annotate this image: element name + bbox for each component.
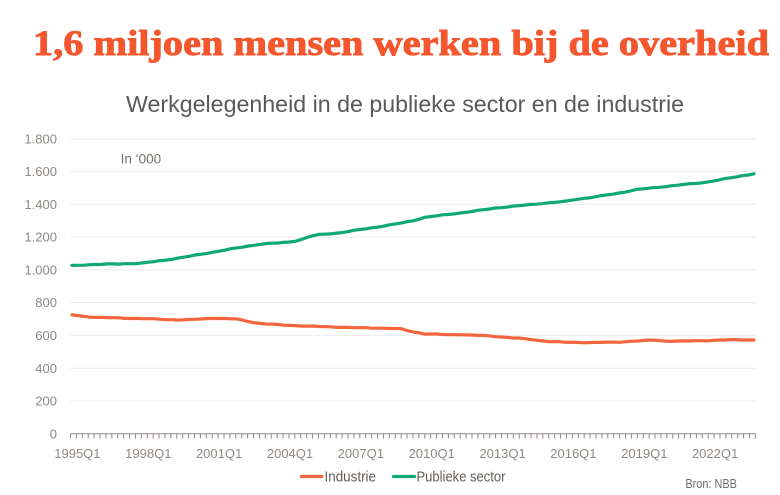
svg-text:1.600: 1.600 [24, 164, 57, 179]
svg-text:2004Q1: 2004Q1 [267, 446, 313, 461]
svg-text:2022Q1: 2022Q1 [692, 446, 738, 461]
svg-text:200: 200 [35, 394, 57, 409]
svg-text:800: 800 [35, 295, 57, 310]
svg-text:2007Q1: 2007Q1 [338, 446, 384, 461]
svg-text:Publieke sector: Publieke sector [417, 470, 506, 486]
svg-text:2010Q1: 2010Q1 [409, 446, 455, 461]
svg-text:1,6 miljoen mensen werken bij: 1,6 miljoen mensen werken bij de overhei… [33, 23, 769, 63]
svg-text:Industrie: Industrie [325, 470, 377, 486]
svg-text:1.000: 1.000 [24, 263, 57, 278]
svg-text:1.800: 1.800 [24, 131, 57, 146]
svg-text:1.400: 1.400 [24, 197, 57, 212]
svg-text:1995Q1: 1995Q1 [54, 446, 100, 461]
svg-text:2013Q1: 2013Q1 [479, 446, 525, 461]
svg-text:1.200: 1.200 [24, 230, 57, 245]
svg-text:400: 400 [35, 361, 57, 376]
svg-text:In ‘000: In ‘000 [121, 152, 162, 167]
svg-text:Werkgelegenheid in de publieke: Werkgelegenheid in de publieke sector en… [126, 91, 684, 117]
svg-text:1998Q1: 1998Q1 [125, 446, 171, 461]
svg-text:0: 0 [50, 426, 57, 441]
svg-text:2016Q1: 2016Q1 [550, 446, 596, 461]
svg-text:2001Q1: 2001Q1 [196, 446, 242, 461]
svg-text:Bron: NBB: Bron: NBB [685, 477, 737, 491]
svg-text:600: 600 [35, 328, 57, 343]
svg-text:2019Q1: 2019Q1 [621, 446, 667, 461]
